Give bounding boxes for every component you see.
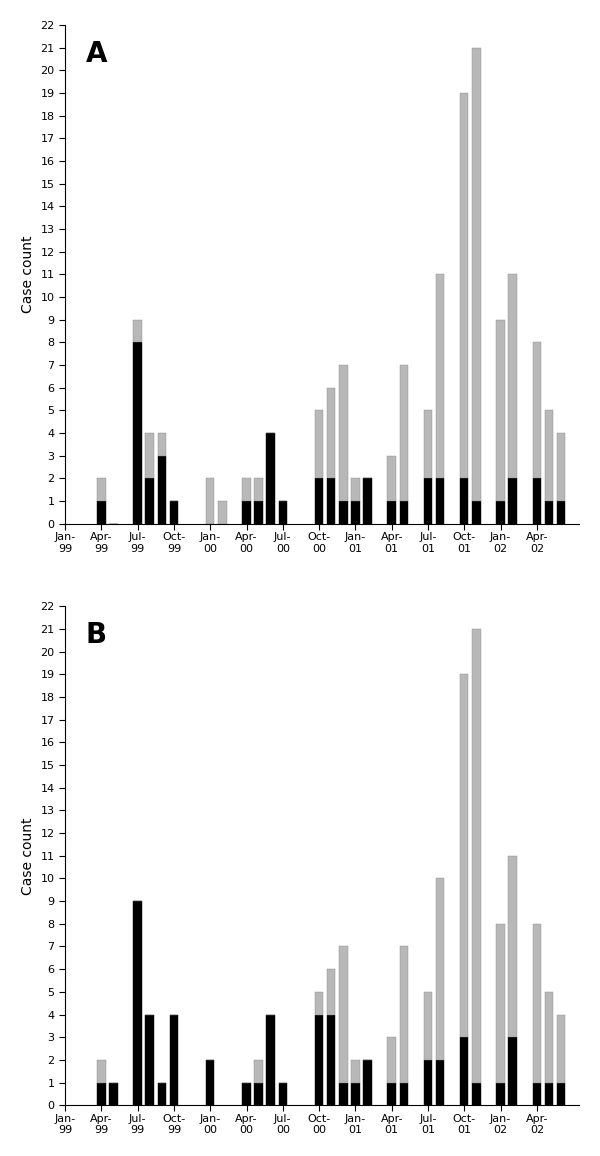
Bar <box>351 501 359 524</box>
Bar <box>145 434 154 479</box>
Bar <box>158 434 166 455</box>
Bar <box>351 1060 359 1082</box>
Bar <box>436 479 444 524</box>
Bar <box>436 274 444 479</box>
Bar <box>133 902 142 1105</box>
Bar <box>545 501 553 524</box>
Bar <box>424 410 432 479</box>
Bar <box>278 501 287 524</box>
Bar <box>557 501 565 524</box>
Bar <box>254 479 263 501</box>
Bar <box>339 1082 347 1105</box>
Bar <box>460 674 469 1037</box>
Bar <box>460 92 469 479</box>
Bar <box>533 479 541 524</box>
Bar <box>206 1060 214 1105</box>
Bar <box>133 342 142 524</box>
Bar <box>254 1060 263 1082</box>
Text: B: B <box>86 621 107 650</box>
Bar <box>496 320 505 501</box>
Bar <box>424 992 432 1060</box>
Bar <box>170 1015 178 1105</box>
Bar <box>145 479 154 524</box>
Bar <box>266 1015 275 1105</box>
Bar <box>460 479 469 524</box>
Bar <box>339 501 347 524</box>
Bar <box>266 434 275 524</box>
Bar <box>315 992 323 1015</box>
Bar <box>436 879 444 1060</box>
Bar <box>351 1082 359 1105</box>
Bar <box>424 479 432 524</box>
Bar <box>496 1082 505 1105</box>
Bar <box>254 501 263 524</box>
Bar <box>388 1037 396 1082</box>
Bar <box>242 479 251 501</box>
Bar <box>315 479 323 524</box>
Bar <box>388 1082 396 1105</box>
Bar <box>158 455 166 524</box>
Bar <box>363 479 372 524</box>
Bar <box>557 1082 565 1105</box>
Bar <box>158 1082 166 1105</box>
Bar <box>218 501 227 524</box>
Bar <box>508 479 517 524</box>
Bar <box>545 1082 553 1105</box>
Bar <box>508 1037 517 1105</box>
Bar <box>242 1082 251 1105</box>
Bar <box>557 1015 565 1082</box>
Bar <box>496 501 505 524</box>
Bar <box>400 365 408 501</box>
Bar <box>242 501 251 524</box>
Bar <box>545 992 553 1082</box>
Bar <box>436 1060 444 1105</box>
Bar <box>400 947 408 1082</box>
Bar <box>557 434 565 501</box>
Bar <box>206 479 214 524</box>
Text: A: A <box>86 39 107 68</box>
Bar <box>109 1082 118 1105</box>
Bar <box>97 1082 106 1105</box>
Bar <box>339 947 347 1082</box>
Bar <box>339 365 347 501</box>
Bar <box>533 342 541 479</box>
Bar <box>327 969 335 1015</box>
Bar <box>327 387 335 479</box>
Bar <box>388 501 396 524</box>
Bar <box>170 501 178 524</box>
Bar <box>315 410 323 479</box>
Bar <box>97 479 106 501</box>
Bar <box>400 1082 408 1105</box>
Bar <box>363 1060 372 1105</box>
Bar <box>145 1015 154 1105</box>
Bar <box>133 320 142 342</box>
Y-axis label: Case count: Case count <box>21 236 35 313</box>
Bar <box>97 501 106 524</box>
Bar <box>472 1082 481 1105</box>
Bar <box>472 501 481 524</box>
Bar <box>508 855 517 1037</box>
Bar <box>472 47 481 501</box>
Bar <box>533 1082 541 1105</box>
Bar <box>472 629 481 1082</box>
Bar <box>278 1082 287 1105</box>
Bar <box>388 455 396 501</box>
Y-axis label: Case count: Case count <box>21 817 35 895</box>
Bar <box>496 924 505 1082</box>
Bar <box>400 501 408 524</box>
Bar <box>327 479 335 524</box>
Bar <box>97 1060 106 1082</box>
Bar <box>254 1082 263 1105</box>
Bar <box>327 1015 335 1105</box>
Bar <box>424 1060 432 1105</box>
Bar <box>351 479 359 501</box>
Bar <box>545 410 553 501</box>
Bar <box>508 274 517 479</box>
Bar <box>315 1015 323 1105</box>
Bar <box>533 924 541 1082</box>
Bar <box>460 1037 469 1105</box>
